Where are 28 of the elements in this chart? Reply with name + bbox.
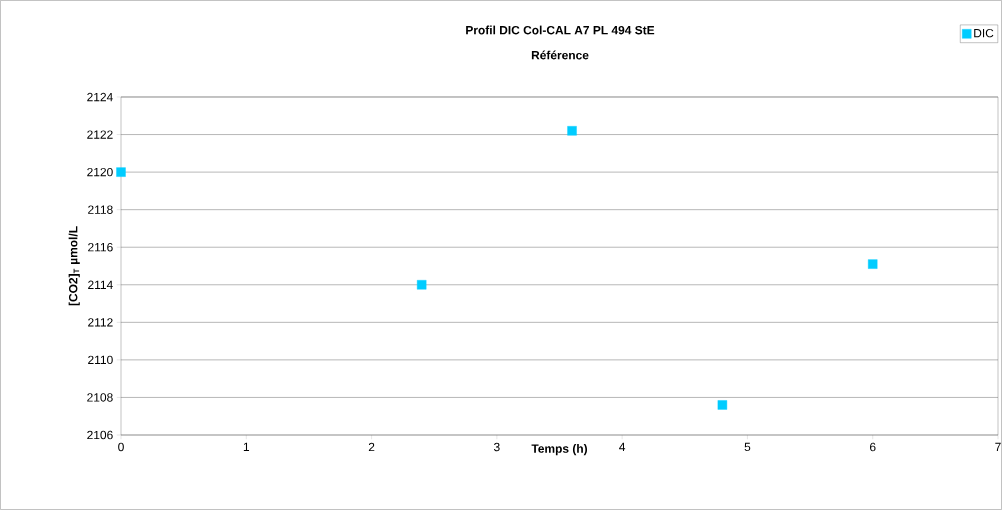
point — [868, 259, 878, 269]
y-tick-label: 2120 — [87, 167, 113, 177]
chart-subtitle: Référence — [531, 50, 589, 60]
x-tick-label: 7 — [995, 442, 1001, 451]
x-tick-label: 2 — [368, 442, 375, 452]
y-tick-label: 2110 — [88, 355, 113, 365]
x-tick-label: 1 — [243, 442, 250, 451]
y-tick-label: 2124 — [87, 92, 113, 102]
legend-label: DIC — [974, 28, 994, 38]
chart-title: Profil DIC Col-CAL A7 PL 494 StE — [466, 25, 655, 35]
x-axis-title: Temps (h) — [531, 444, 588, 456]
x-tick-label: 0 — [118, 442, 124, 452]
x-tick-label: 3 — [493, 442, 500, 452]
point — [717, 400, 728, 410]
point — [567, 126, 577, 136]
y-tick-label: 2122 — [87, 130, 113, 139]
y-tick-label: 2116 — [88, 242, 113, 252]
x-tick-label: 5 — [744, 442, 751, 452]
point — [416, 280, 427, 290]
y-tick-label: 2108 — [87, 393, 113, 402]
x-tick-label: 6 — [870, 442, 876, 452]
y-axis-title: [CO2]$_{T}$ µmol/L — [68, 226, 80, 306]
y-tick-label: 2106 — [87, 430, 113, 440]
x-tick-label: 4 — [619, 442, 626, 451]
y-tick-label: 2118 — [88, 205, 113, 214]
y-tick-label: 2112 — [88, 318, 113, 327]
point — [116, 167, 126, 177]
y-tick-label: 2114 — [88, 280, 113, 289]
